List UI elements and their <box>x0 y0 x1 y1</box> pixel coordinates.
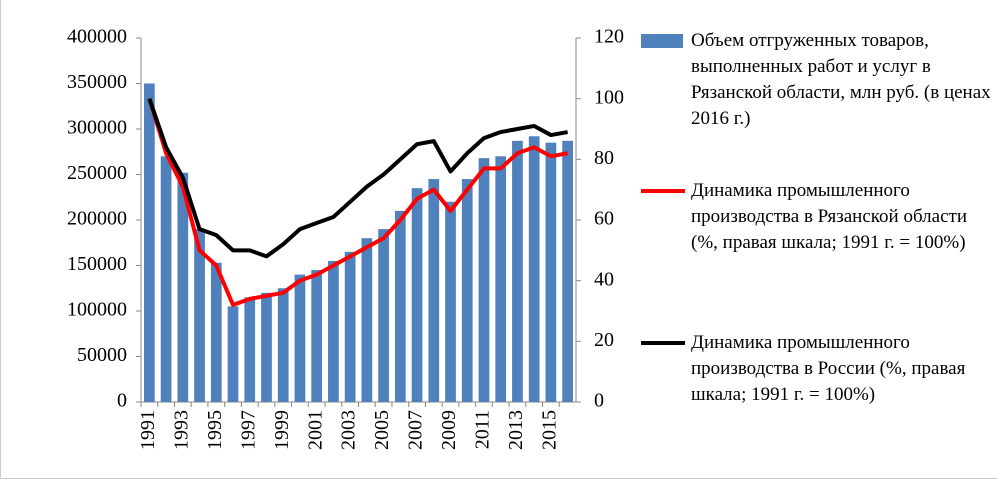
bar <box>445 201 456 402</box>
x-tick-label: 2005 <box>371 410 393 450</box>
y-tick-label: 400000 <box>67 26 127 48</box>
bar <box>227 306 239 402</box>
y-tick-label: 50000 <box>77 344 127 366</box>
x-tick-label: 2003 <box>338 410 360 450</box>
bar <box>461 179 473 402</box>
y-tick-label: 150000 <box>67 253 127 275</box>
line <box>147 98 568 307</box>
bar <box>562 140 573 402</box>
line <box>147 98 568 259</box>
bar <box>328 260 339 402</box>
bar <box>261 292 272 402</box>
bar <box>361 238 373 402</box>
y2-tick-label: 80 <box>594 147 614 169</box>
bar <box>478 158 490 402</box>
x-tick-label: 2013 <box>505 410 527 450</box>
x-tick-label: 2011 <box>472 410 494 449</box>
bar <box>210 262 222 402</box>
y2-tick-label: 100 <box>594 86 624 108</box>
x-tick-label: 2001 <box>304 410 326 450</box>
y-tick-label: 100000 <box>67 299 127 321</box>
bar <box>160 156 172 402</box>
x-tick-label: 2009 <box>438 410 460 450</box>
bar <box>411 188 423 402</box>
y2-tick-label: 0 <box>594 390 604 412</box>
bar <box>428 179 440 402</box>
y-tick-label: 200000 <box>67 208 127 230</box>
x-tick-label: 2007 <box>405 410 427 450</box>
y-tick-label: 350000 <box>67 71 127 93</box>
x-tick-label: 1991 <box>137 410 159 450</box>
bar <box>244 297 256 402</box>
x-tick-label: 2015 <box>538 410 560 450</box>
legend-label: Объем отгруженных товаров, выполненных р… <box>691 30 991 129</box>
y2-tick-label: 40 <box>594 268 614 290</box>
bar <box>528 136 540 402</box>
x-tick-label: 1997 <box>237 410 259 450</box>
bar <box>394 210 406 402</box>
y2-tick-label: 120 <box>594 26 624 48</box>
x-tick-label: 1993 <box>170 410 192 450</box>
legend-label: Динамика промышленного производства в Ро… <box>691 332 966 405</box>
bar <box>378 229 389 402</box>
legend-label: Динамика промышленного производства в Ря… <box>691 180 967 253</box>
y-tick-label: 300000 <box>67 117 127 139</box>
y2-tick-label: 60 <box>594 208 614 230</box>
bar <box>177 172 189 402</box>
bar <box>311 270 323 402</box>
bar <box>194 229 205 402</box>
y-tick-label: 250000 <box>67 162 127 184</box>
bar <box>495 156 507 402</box>
y2-tick-label: 20 <box>594 329 614 351</box>
bar <box>512 140 523 402</box>
bar <box>144 83 155 402</box>
bar <box>344 251 356 402</box>
y-tick-label: 0 <box>117 390 127 412</box>
bar <box>545 142 557 402</box>
x-tick-label: 1999 <box>271 410 293 450</box>
bar <box>277 288 289 402</box>
legend-swatch <box>641 34 683 48</box>
x-tick-label: 1995 <box>204 410 226 450</box>
bar <box>294 274 306 402</box>
